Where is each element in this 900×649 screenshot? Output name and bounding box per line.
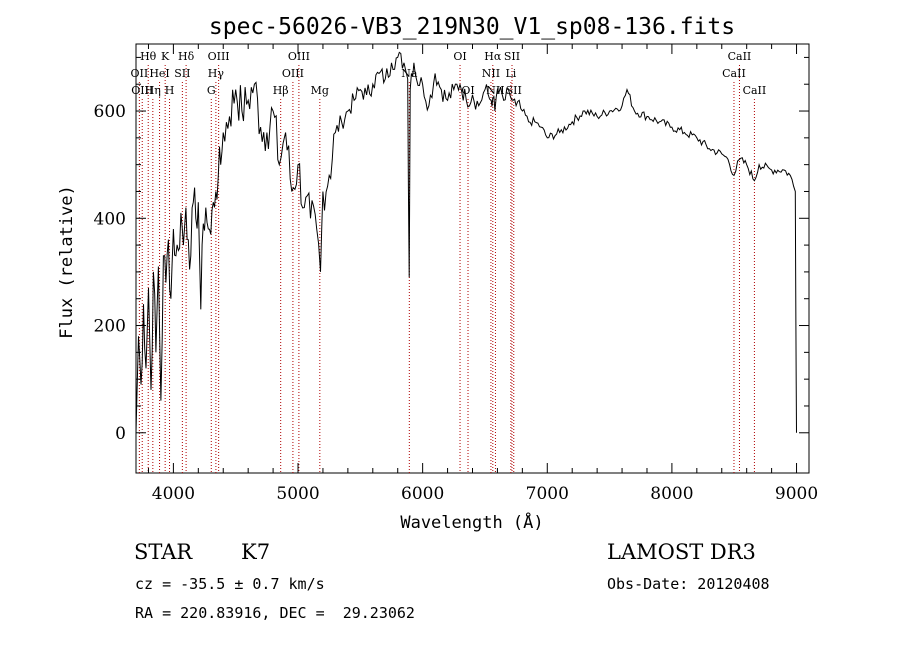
emission-label-23: Li [505,67,516,80]
y-tick-label-3: 600 [94,102,126,122]
x-axis-label: Wavelength (Å) [400,511,543,533]
chart-title: spec-56026-VB3_219N30_V1_sp08-136.fits [209,14,735,40]
emission-label-9: OIII [208,50,230,63]
plot-frame [135,43,810,474]
emission-label-0: Hθ [140,50,157,63]
emission-label-20: NII [482,67,500,80]
emission-label-14: Hβ [273,84,289,97]
y-tick-label-0: 0 [115,424,126,444]
emission-label-11: G [207,84,216,97]
emission-label-4: HeI [149,67,169,80]
y-tick-label-2: 400 [94,209,126,229]
emission-line-markers [138,65,755,473]
emission-label-1: OII [131,67,149,80]
emission-line-labels: Hθ OII OIII K HeI Hη Hδ SII H OIII Hγ G OIII OIII Hβ Mg… [131,50,767,97]
x-tick-label-3: 7000 [526,484,569,504]
y-axis-ticks: 0 200 400 600 [94,56,809,444]
x-tick-label-4: 8000 [650,484,693,504]
emission-label-15: Mg [311,84,329,97]
emission-label-6: Hδ [178,50,195,63]
emission-label-25: CaII [728,50,752,63]
emission-label-26: CaII [722,67,746,80]
emission-label-5: Hη [145,84,161,97]
emission-label-8: H [165,84,175,97]
x-tick-label-2: 6000 [401,484,444,504]
emission-label-10: Hγ [208,67,225,80]
survey-name: LAMOST DR3 [607,540,756,564]
emission-label-19: Hα [484,50,502,63]
emission-label-13: OIII [282,67,304,80]
emission-label-7: SII [174,67,190,80]
object-class: STAR [134,540,193,564]
coordinates: RA = 220.83916, DEC = 29.23062 [135,604,415,622]
emission-label-17: OI [453,50,466,63]
x-axis-ticks: 4000 5000 6000 7000 8000 9000 [147,44,818,504]
velocity-readout: cz = -35.5 ± 0.7 km/s [135,575,325,593]
obs-date: Obs-Date: 20120408 [607,575,770,593]
spectral-subclass: K7 [241,540,271,564]
y-axis-label: Flux (relative) [57,185,77,339]
x-tick-label-0: 4000 [152,484,195,504]
emission-label-2: OIII [131,84,153,97]
emission-label-27: CaII [743,84,767,97]
emission-label-22: SII [504,50,520,63]
y-tick-label-1: 200 [94,317,126,337]
emission-label-3: K [161,50,170,63]
emission-label-18: OI [461,84,474,97]
spectrum-line [135,51,797,433]
emission-label-24: SII [506,84,522,97]
x-tick-label-1: 5000 [276,484,319,504]
emission-label-12: OIII [288,50,310,63]
x-tick-label-5: 9000 [775,484,818,504]
